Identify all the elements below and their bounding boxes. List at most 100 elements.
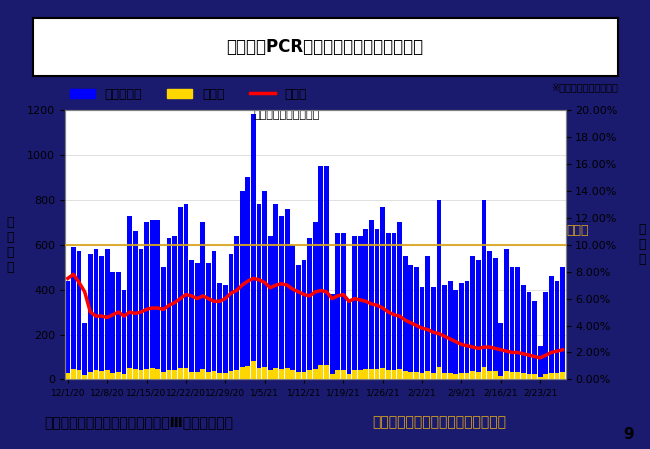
- Bar: [127, 368, 132, 379]
- Bar: [442, 285, 447, 379]
- Bar: [380, 207, 385, 379]
- Bar: [279, 216, 284, 379]
- Bar: [291, 245, 295, 379]
- Bar: [391, 233, 396, 379]
- Bar: [408, 372, 413, 379]
- Bar: [94, 370, 98, 379]
- Bar: [448, 281, 452, 379]
- Bar: [465, 281, 469, 379]
- Bar: [386, 233, 391, 379]
- Bar: [380, 368, 385, 379]
- Bar: [442, 373, 447, 379]
- Bar: [212, 251, 216, 379]
- Bar: [476, 260, 481, 379]
- Text: 9: 9: [623, 427, 634, 442]
- Bar: [363, 229, 369, 379]
- Bar: [374, 369, 380, 379]
- Bar: [476, 372, 481, 379]
- Bar: [454, 374, 458, 379]
- Bar: [313, 369, 318, 379]
- Bar: [346, 301, 352, 379]
- Bar: [488, 371, 492, 379]
- Bar: [510, 267, 514, 379]
- Bar: [206, 263, 211, 379]
- Bar: [324, 166, 329, 379]
- Bar: [549, 276, 554, 379]
- Bar: [161, 267, 166, 379]
- Bar: [482, 367, 486, 379]
- Bar: [560, 267, 565, 379]
- Bar: [66, 281, 70, 379]
- Bar: [127, 216, 132, 379]
- Bar: [335, 233, 340, 379]
- Bar: [374, 229, 380, 379]
- Bar: [302, 372, 306, 379]
- Bar: [195, 372, 200, 379]
- Bar: [133, 231, 138, 379]
- Bar: [521, 285, 526, 379]
- Bar: [526, 292, 531, 379]
- Bar: [352, 370, 357, 379]
- Bar: [94, 249, 98, 379]
- Bar: [122, 290, 127, 379]
- Bar: [166, 370, 172, 379]
- Bar: [172, 236, 177, 379]
- Bar: [150, 220, 155, 379]
- Bar: [431, 374, 436, 379]
- Bar: [554, 373, 560, 379]
- Bar: [144, 369, 149, 379]
- Bar: [330, 294, 335, 379]
- Bar: [83, 375, 87, 379]
- Bar: [465, 373, 469, 379]
- Bar: [178, 368, 183, 379]
- Bar: [206, 372, 211, 379]
- Bar: [358, 236, 363, 379]
- Bar: [554, 281, 560, 379]
- Bar: [189, 372, 194, 379]
- Bar: [274, 204, 278, 379]
- Bar: [471, 256, 475, 379]
- Bar: [307, 238, 312, 379]
- Bar: [408, 265, 413, 379]
- Bar: [195, 263, 200, 379]
- Bar: [212, 371, 216, 379]
- Text: 奈良県のPCR検査件数及び陽性率の推移: 奈良県のPCR検査件数及び陽性率の推移: [226, 38, 424, 56]
- Bar: [504, 249, 509, 379]
- Bar: [217, 373, 222, 379]
- Bar: [420, 287, 424, 379]
- Bar: [262, 367, 267, 379]
- Bar: [178, 207, 183, 379]
- Bar: [471, 371, 475, 379]
- Bar: [363, 369, 369, 379]
- Bar: [330, 374, 335, 379]
- Bar: [296, 372, 301, 379]
- Bar: [229, 371, 233, 379]
- Bar: [499, 323, 503, 379]
- Bar: [133, 369, 138, 379]
- Bar: [482, 200, 486, 379]
- Text: （７日間の移動平均）: （７日間の移動平均）: [254, 110, 320, 120]
- Bar: [425, 256, 430, 379]
- Bar: [437, 200, 441, 379]
- Bar: [111, 272, 115, 379]
- Bar: [296, 265, 301, 379]
- Bar: [560, 372, 565, 379]
- Bar: [307, 370, 312, 379]
- Bar: [105, 249, 110, 379]
- Bar: [510, 372, 514, 379]
- Bar: [515, 372, 520, 379]
- Bar: [200, 369, 205, 379]
- Bar: [538, 346, 543, 379]
- Bar: [223, 285, 227, 379]
- Bar: [425, 371, 430, 379]
- Bar: [532, 374, 537, 379]
- Bar: [234, 236, 239, 379]
- Bar: [386, 370, 391, 379]
- Y-axis label: 陽
性
率: 陽 性 率: [639, 223, 646, 266]
- Bar: [493, 258, 498, 379]
- Bar: [493, 371, 498, 379]
- Bar: [521, 373, 526, 379]
- Bar: [538, 377, 543, 379]
- Bar: [369, 369, 374, 379]
- Bar: [71, 247, 76, 379]
